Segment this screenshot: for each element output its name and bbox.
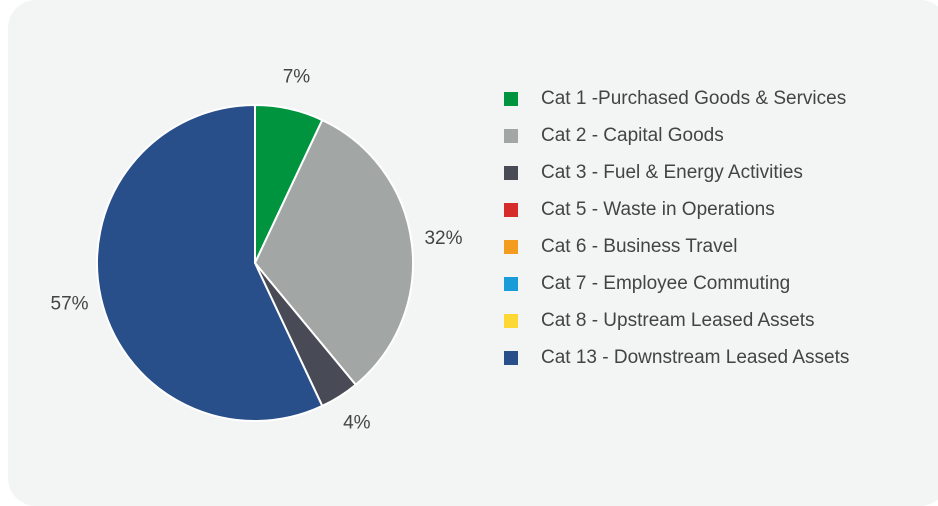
- legend-swatch: [504, 314, 518, 328]
- legend-swatch: [504, 129, 518, 143]
- legend-swatch: [504, 92, 518, 106]
- legend-swatch: [504, 203, 518, 217]
- legend-swatch: [504, 351, 518, 365]
- data-label: 57%: [51, 293, 89, 314]
- data-label: 7%: [283, 67, 311, 88]
- legend-label: Cat 1 -Purchased Goods & Services: [541, 88, 846, 109]
- legend-swatch: [504, 240, 518, 254]
- legend-label: Cat 7 - Employee Commuting: [541, 273, 790, 294]
- legend-swatch: [504, 277, 518, 291]
- legend-label: Cat 13 - Downstream Leased Assets: [541, 347, 849, 368]
- legend-label: Cat 3 - Fuel & Energy Activities: [541, 162, 803, 183]
- legend-label: Cat 6 - Business Travel: [541, 236, 737, 257]
- legend-label: Cat 2 - Capital Goods: [541, 125, 724, 146]
- data-label: 4%: [343, 412, 371, 433]
- legend-label: Cat 8 - Upstream Leased Assets: [541, 310, 815, 331]
- data-label: 32%: [424, 228, 462, 249]
- pie-slice: [253, 118, 414, 387]
- legend-label: Cat 5 - Waste in Operations: [541, 199, 775, 220]
- pie-slice: [96, 103, 324, 422]
- legend-swatch: [504, 166, 518, 180]
